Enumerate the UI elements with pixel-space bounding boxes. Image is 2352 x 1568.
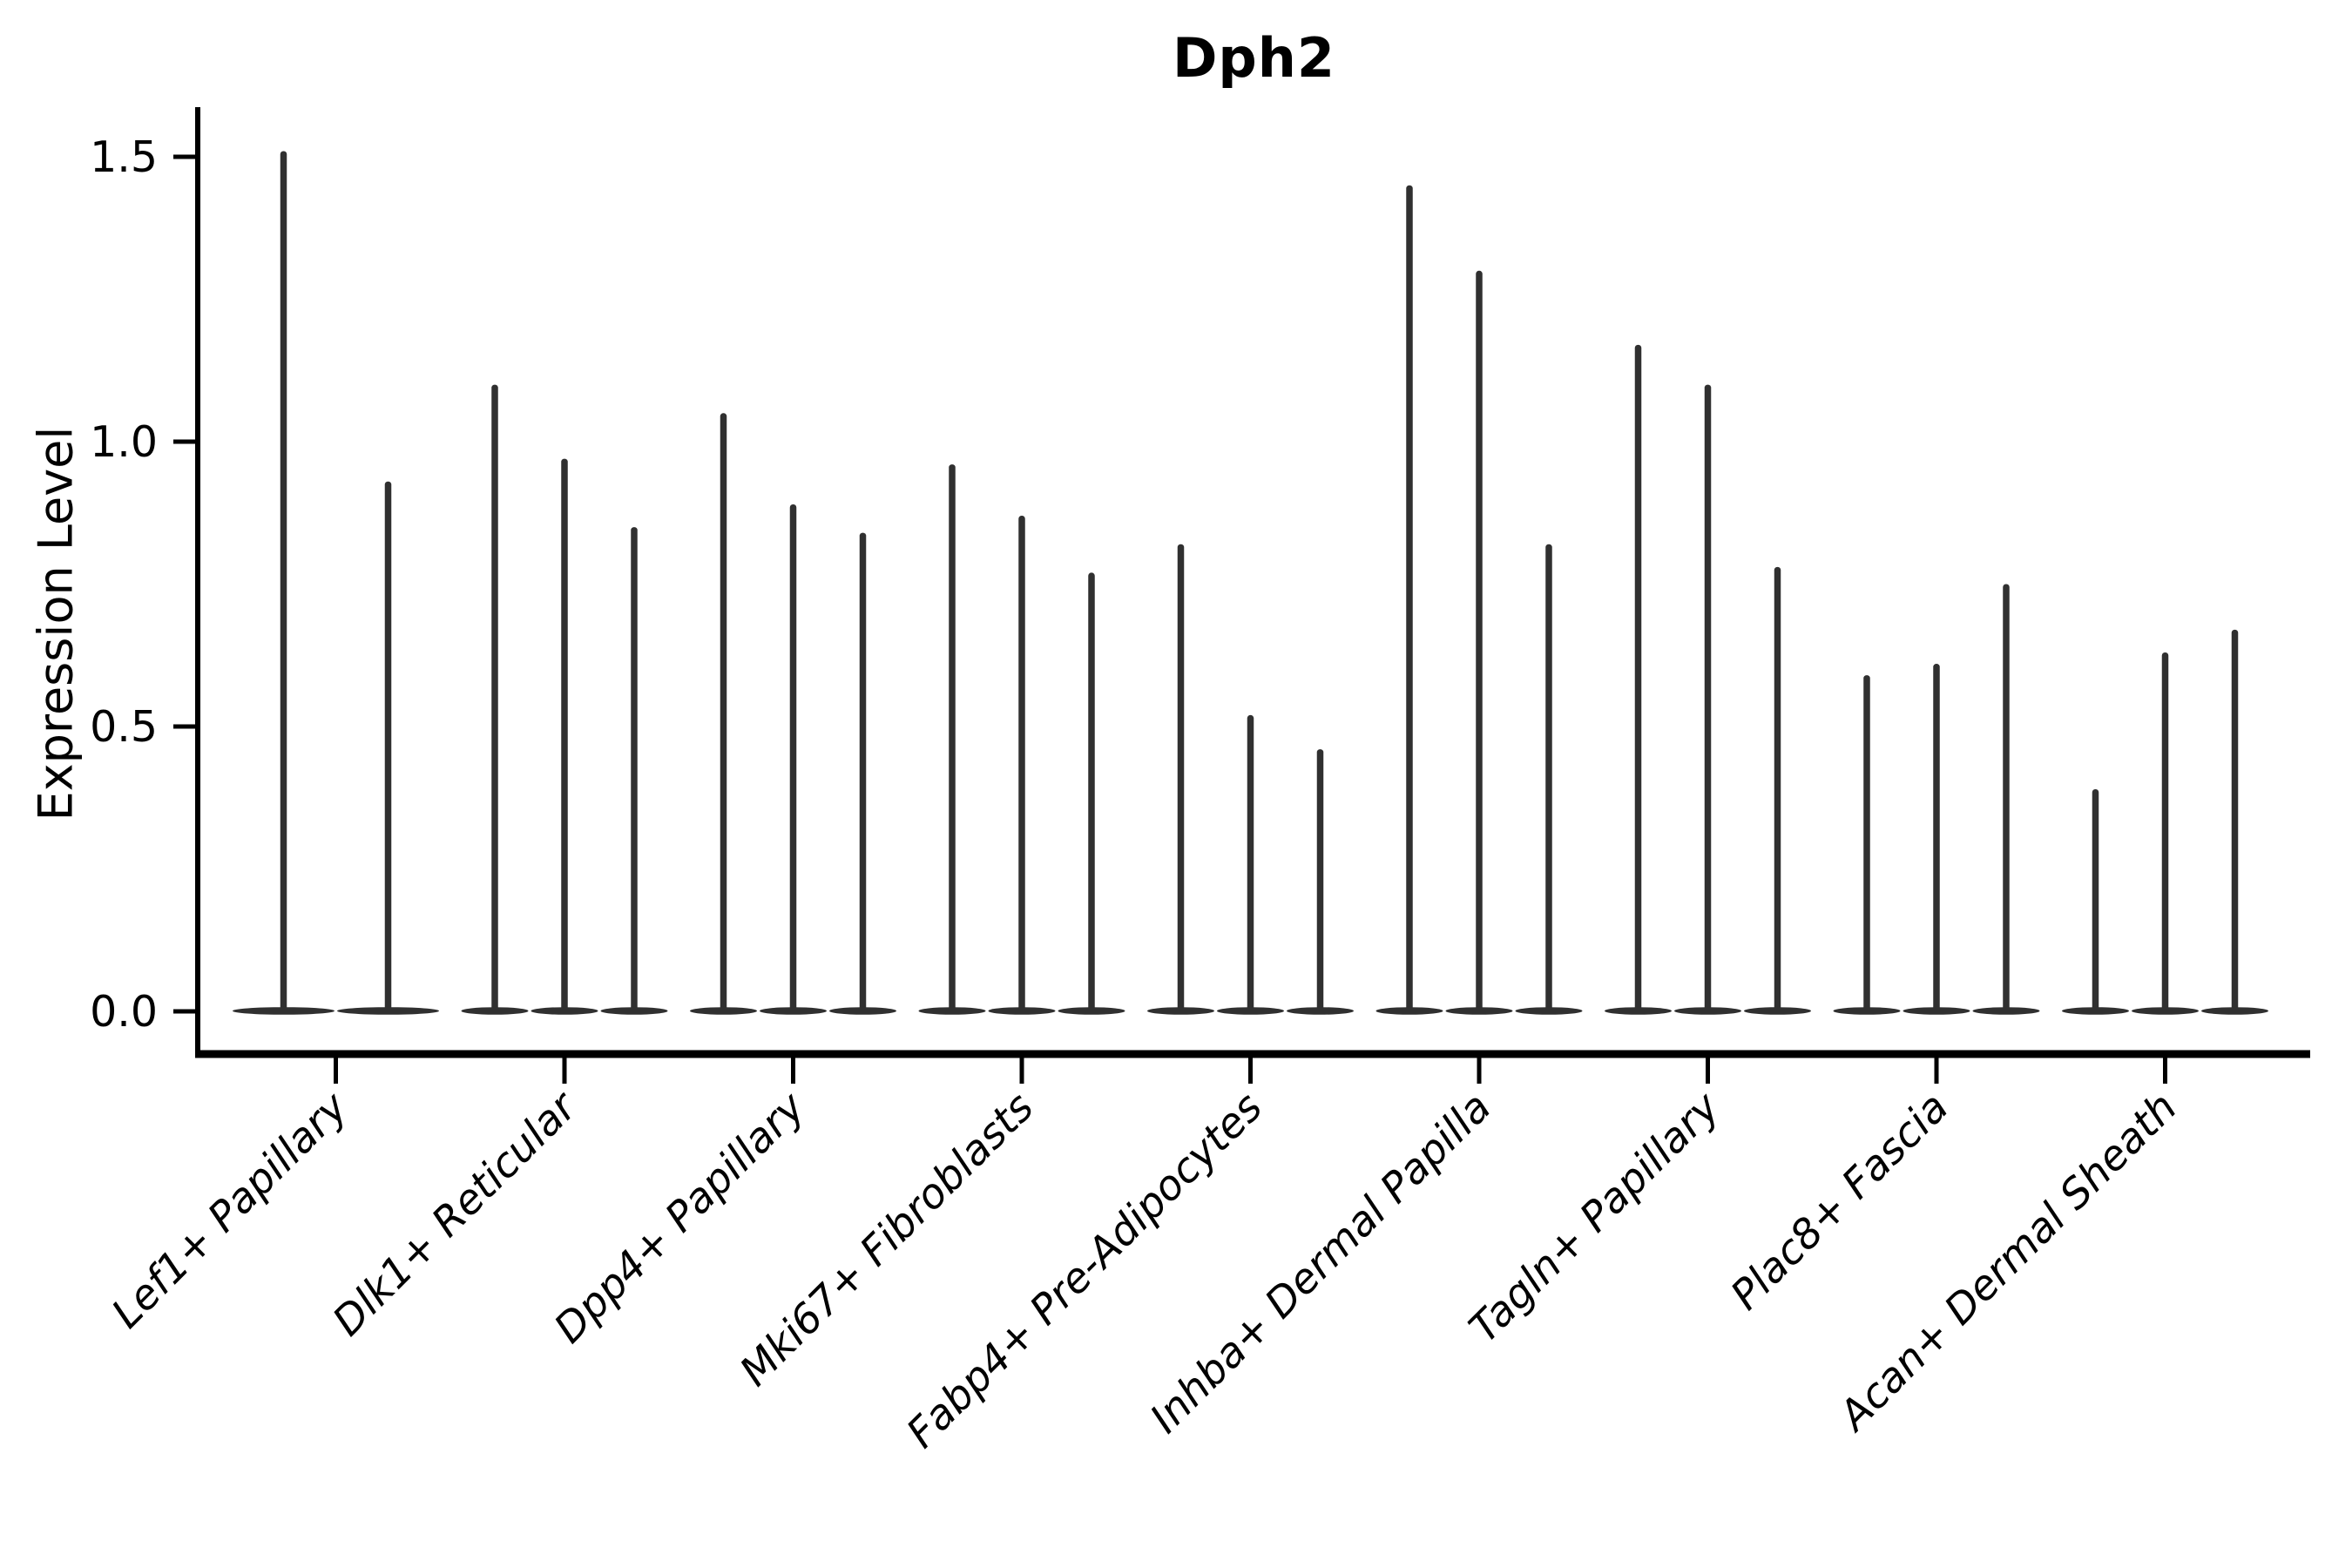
violin-spike [2161,652,2169,1011]
chart-title: Dph2 [1172,26,1336,90]
violin-spike [1545,544,1552,1011]
y-tick-label: 1.0 [90,417,158,467]
violin-spike [1316,749,1324,1011]
violin [829,532,896,1015]
violin-spike [1634,344,1642,1011]
y-tick-label: 1.5 [90,132,158,182]
violin [760,504,827,1015]
violin [1972,584,2040,1015]
x-tick-label: Plac8+ Fascia [1721,1084,1957,1320]
violin [461,384,529,1015]
x-tick-label: Lef1+ Papillary [103,1083,358,1338]
violin-group [233,151,439,1015]
violin-group [2062,629,2268,1015]
violin-spike [789,504,797,1011]
y-tick-label: 0.0 [90,987,158,1037]
violin-spike [1704,384,1712,1012]
violin [600,527,668,1015]
violin-spike [1018,516,1025,1011]
violin [1605,344,1672,1015]
violin [337,481,439,1015]
violin-group [1605,344,1811,1015]
violin-spike [280,151,287,1011]
violin-spike [491,384,498,1012]
violin-spike [1088,572,1095,1011]
violin [1375,185,1443,1015]
violin [1217,714,1284,1015]
violin-spike [2092,788,2099,1011]
violin-spike [2231,629,2239,1011]
violin-spike [2003,584,2010,1011]
violin-spike [1177,544,1185,1011]
violin-spike [1406,185,1413,1011]
violin-spike [384,481,392,1011]
violin-spike [859,532,867,1011]
violin [1445,270,1513,1015]
violin-group [1833,584,2040,1015]
violin [1833,675,1901,1015]
x-tick-label: Dpp4+ Papillary [545,1083,815,1353]
violin-spike [949,464,956,1011]
violin-spike [1476,270,1483,1011]
violin [2132,652,2199,1015]
violin-group [690,413,896,1015]
violin [233,151,335,1015]
y-tick-label: 0.5 [90,702,158,752]
violin-group [918,464,1125,1015]
violin [1147,544,1214,1015]
violin [1674,384,1741,1015]
violin-spike [561,458,568,1011]
violin-spike [720,413,727,1011]
violin [1744,566,1811,1015]
violin [1287,749,1354,1015]
violin [2201,629,2268,1015]
violin-spike [1863,675,1870,1011]
violin-group [1375,185,1583,1015]
violin [1058,572,1125,1015]
x-tick-label: Dlk1+ Reticular [324,1082,588,1346]
violin [690,413,757,1015]
violin [531,458,598,1015]
violin [1903,664,1970,1015]
violin-spike [631,527,638,1011]
x-tick-label: Tagln+ Papillary [1460,1083,1730,1353]
violin-group [1147,544,1354,1015]
violin-spike [1933,664,1940,1011]
violin-group [461,384,668,1015]
violin [918,464,986,1015]
violin [2062,788,2129,1015]
violin [1515,544,1583,1015]
violin [988,516,1056,1015]
violin-spike [1247,714,1254,1011]
violin-spike [1774,566,1781,1011]
